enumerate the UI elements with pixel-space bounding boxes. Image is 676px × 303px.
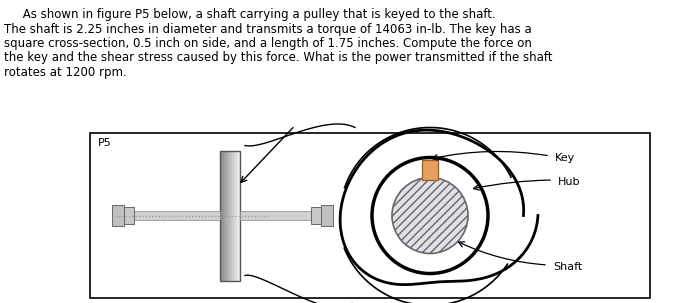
FancyBboxPatch shape bbox=[228, 151, 230, 281]
FancyBboxPatch shape bbox=[234, 151, 236, 281]
FancyBboxPatch shape bbox=[321, 205, 333, 226]
Text: P5: P5 bbox=[98, 138, 112, 148]
FancyBboxPatch shape bbox=[112, 205, 124, 226]
FancyBboxPatch shape bbox=[240, 211, 315, 220]
FancyBboxPatch shape bbox=[124, 207, 134, 224]
FancyBboxPatch shape bbox=[220, 151, 222, 281]
Text: Key: Key bbox=[555, 153, 575, 163]
FancyBboxPatch shape bbox=[226, 151, 228, 281]
FancyBboxPatch shape bbox=[90, 133, 650, 298]
FancyBboxPatch shape bbox=[311, 207, 321, 224]
Text: the key and the shear stress caused by this force. What is the power transmitted: the key and the shear stress caused by t… bbox=[4, 52, 552, 65]
FancyBboxPatch shape bbox=[130, 211, 220, 220]
FancyBboxPatch shape bbox=[224, 151, 226, 281]
FancyBboxPatch shape bbox=[230, 151, 232, 281]
FancyBboxPatch shape bbox=[236, 151, 238, 281]
FancyBboxPatch shape bbox=[422, 159, 438, 179]
Text: rotates at 1200 rpm.: rotates at 1200 rpm. bbox=[4, 66, 127, 79]
Circle shape bbox=[392, 178, 468, 254]
Circle shape bbox=[372, 158, 488, 274]
FancyBboxPatch shape bbox=[232, 151, 234, 281]
Text: Hub: Hub bbox=[558, 177, 581, 187]
Text: square cross-section, 0.5 inch on side, and a length of 1.75 inches. Compute the: square cross-section, 0.5 inch on side, … bbox=[4, 37, 532, 50]
FancyBboxPatch shape bbox=[222, 151, 224, 281]
Text: As shown in figure P5 below, a shaft carrying a pulley that is keyed to the shaf: As shown in figure P5 below, a shaft car… bbox=[4, 8, 496, 21]
Text: Shaft: Shaft bbox=[553, 262, 582, 272]
FancyBboxPatch shape bbox=[238, 151, 240, 281]
Text: The shaft is 2.25 inches in diameter and transmits a torque of 14063 in-lb. The : The shaft is 2.25 inches in diameter and… bbox=[4, 22, 532, 35]
